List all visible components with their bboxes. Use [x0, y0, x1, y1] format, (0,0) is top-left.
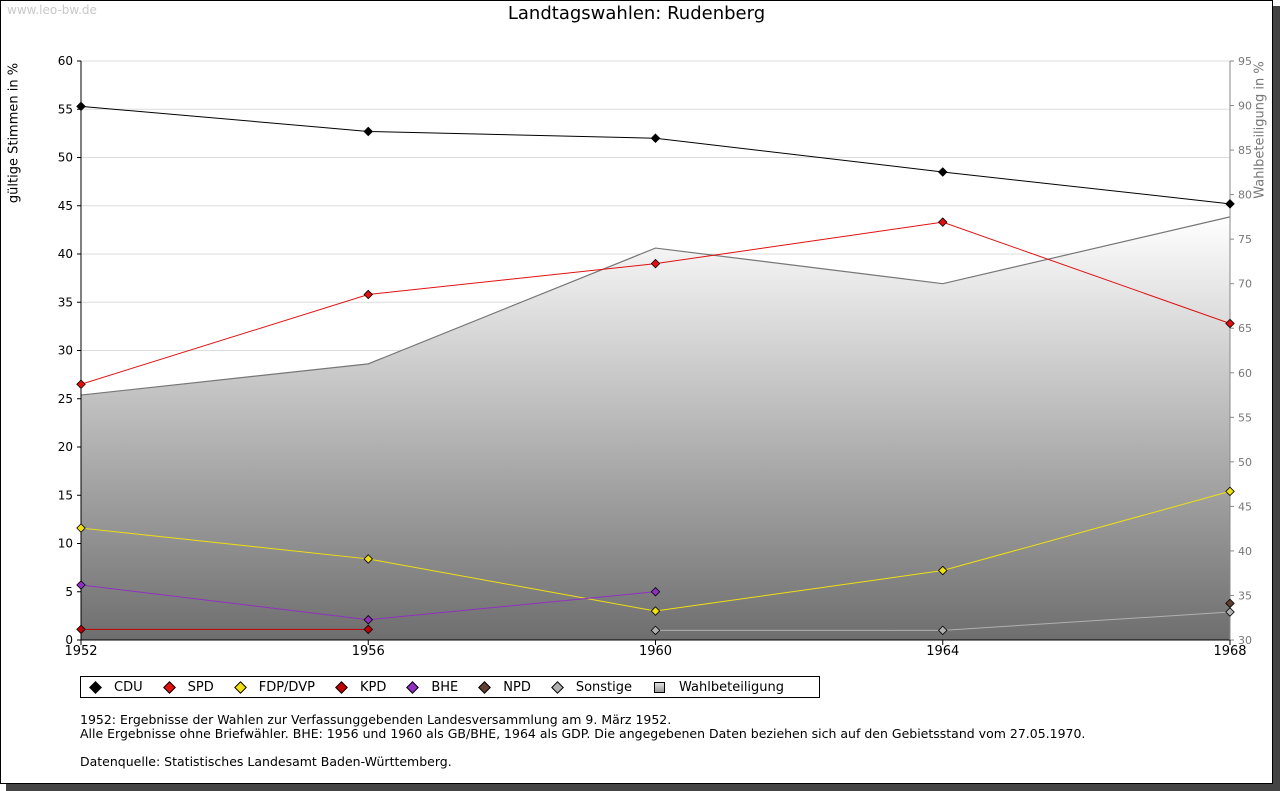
- y-tick-label-right-95: 95: [1238, 55, 1252, 68]
- point-sonstige-1960: [650, 625, 661, 636]
- y-tick-label-left-55: 55: [58, 102, 73, 116]
- legend-marker-sonstige: [550, 680, 564, 694]
- series-line-cdu: [80, 105, 1231, 205]
- legend-marker-bhe: [406, 680, 420, 694]
- legend-marker-kpd: [335, 680, 348, 694]
- point-kpd-1956: [363, 624, 374, 635]
- frame-shadow-bottom: [6, 784, 1280, 791]
- point-fdp-dvp-1968: [1225, 486, 1235, 497]
- y-tick-label-left-5: 5: [65, 585, 73, 599]
- x-tick-label-1964: 1964: [926, 644, 959, 659]
- y-tick-label-right-45: 45: [1238, 500, 1252, 513]
- point-fdp-dvp-1952: [76, 523, 86, 533]
- point-fdp-dvp-1964: [937, 565, 948, 576]
- y-tick-label-right-55: 55: [1238, 411, 1252, 424]
- y-tick-label-right-50: 50: [1238, 456, 1252, 469]
- legend-item-fdp: FDP/DVP: [233, 679, 315, 695]
- point-fdp-dvp-1960: [650, 606, 661, 616]
- turnout-area: [81, 216, 1230, 640]
- point-bhe-1960: [650, 586, 661, 597]
- point-cdu-1960: [650, 133, 661, 143]
- y-tick-label-right-80: 80: [1238, 189, 1252, 202]
- legend-item-bhe: BHE: [406, 679, 459, 695]
- footnote-source: Datenquelle: Statistisches Landesamt Bad…: [80, 754, 452, 769]
- legend-marker-cdu: [89, 680, 102, 694]
- tick-label-layer: 0 5 10 15 20 25 30 35 40 45 50 55 60 30 35 40 45 50 55 60 65…: [58, 54, 1252, 659]
- watermark: www.leo-bw.de: [7, 3, 97, 17]
- legend-item-cdu: CDU: [89, 679, 143, 695]
- legend-marker-spd: [162, 680, 176, 694]
- legend-label-fdp: FDP/DVP: [258, 679, 315, 695]
- point-sonstige-1964: [937, 625, 948, 636]
- y-tick-label-left-25: 25: [58, 392, 73, 406]
- area-layer: [80, 216, 1231, 640]
- y-tick-label-left-0: 0: [65, 633, 73, 647]
- y-tick-label-right-85: 85: [1238, 144, 1252, 157]
- legend-item-spd: SPD: [162, 679, 214, 695]
- x-tick-label-1968: 1968: [1213, 644, 1246, 659]
- y-tick-label-right-60: 60: [1238, 367, 1252, 380]
- frame-shadow-right: [1273, 6, 1280, 791]
- point-spd-1964: [937, 217, 948, 227]
- point-bhe-1956: [363, 614, 374, 625]
- y-tick-label-left-10: 10: [58, 537, 73, 551]
- y-tick-label-left-15: 15: [58, 488, 73, 502]
- series-layer: [76, 101, 1235, 636]
- y-tick-label-left-30: 30: [58, 344, 73, 358]
- y-tick-label-right-40: 40: [1238, 545, 1252, 558]
- legend-label-sonstige: Sonstige: [575, 679, 633, 695]
- y-tick-label-left-40: 40: [58, 247, 73, 261]
- y-tick-label-right-70: 70: [1238, 278, 1252, 291]
- footnotes: 1952: Ergebnisse der Wahlen zur Verfassu…: [80, 713, 1085, 769]
- legend-label-kpd: KPD: [359, 679, 387, 695]
- chart-title: Landtagswahlen: Rudenberg: [507, 3, 766, 24]
- point-spd-1960: [650, 258, 661, 269]
- point-sonstige-1968: [1225, 607, 1235, 617]
- legend-item-sonstige: Sonstige: [550, 679, 633, 695]
- y-tick-label-right-90: 90: [1238, 100, 1252, 113]
- legend-label-npd: NPD: [503, 679, 531, 695]
- point-spd-1956: [363, 289, 374, 300]
- y-tick-label-left-60: 60: [58, 54, 73, 68]
- footnote-2: Alle Ergebnisse ohne Briefwähler. BHE: 1…: [80, 726, 1086, 741]
- y-tick-label-left-35: 35: [58, 295, 73, 309]
- point-spd-1968: [1225, 318, 1235, 329]
- footnote-1: 1952: Ergebnisse der Wahlen zur Verfassu…: [80, 712, 672, 727]
- x-tick-label-1960: 1960: [639, 644, 672, 659]
- legend-marker-wahlbeteiligung: [654, 681, 666, 693]
- y-tick-label-right-30: 30: [1238, 634, 1252, 647]
- footnote-spacer: [80, 741, 1085, 755]
- point-bhe-1952: [76, 580, 86, 590]
- legend-label-cdu: CDU: [114, 679, 143, 695]
- y-tick-label-left-50: 50: [58, 151, 73, 165]
- axis-layer: [77, 60, 1234, 645]
- legend-item-kpd: KPD: [335, 679, 387, 695]
- legend: CDU SPD FDP/DVP KPD BHE NPD Sonstige Wah…: [80, 676, 820, 698]
- legend-item-wahlbeteiligung: Wahlbeteiligung: [654, 680, 784, 695]
- y-tick-label-right-75: 75: [1238, 233, 1252, 246]
- point-cdu-1968: [1225, 199, 1235, 209]
- x-tick-label-1952: 1952: [64, 644, 97, 659]
- legend-label-wahlbeteiligung: Wahlbeteiligung: [679, 679, 785, 695]
- point-spd-1952: [76, 379, 86, 390]
- legend-label-spd: SPD: [187, 679, 214, 695]
- point-cdu-1956: [363, 126, 374, 137]
- legend-marker-fdp: [233, 680, 247, 694]
- point-cdu-1964: [937, 167, 948, 177]
- x-tick-label-1956: 1956: [352, 644, 385, 659]
- legend-label-bhe: BHE: [431, 679, 459, 695]
- y-tick-label-right-65: 65: [1238, 322, 1252, 335]
- y-tick-label-left-45: 45: [58, 199, 73, 213]
- legend-item-npd: NPD: [478, 679, 531, 695]
- point-kpd-1952: [76, 624, 86, 635]
- y-tick-label-right-35: 35: [1238, 589, 1252, 602]
- legend-marker-npd: [478, 680, 492, 694]
- y-tick-label-left-20: 20: [58, 440, 73, 454]
- point-fdp-dvp-1956: [363, 554, 374, 564]
- turnout-line: [80, 216, 1231, 396]
- point-cdu-1952: [76, 101, 86, 112]
